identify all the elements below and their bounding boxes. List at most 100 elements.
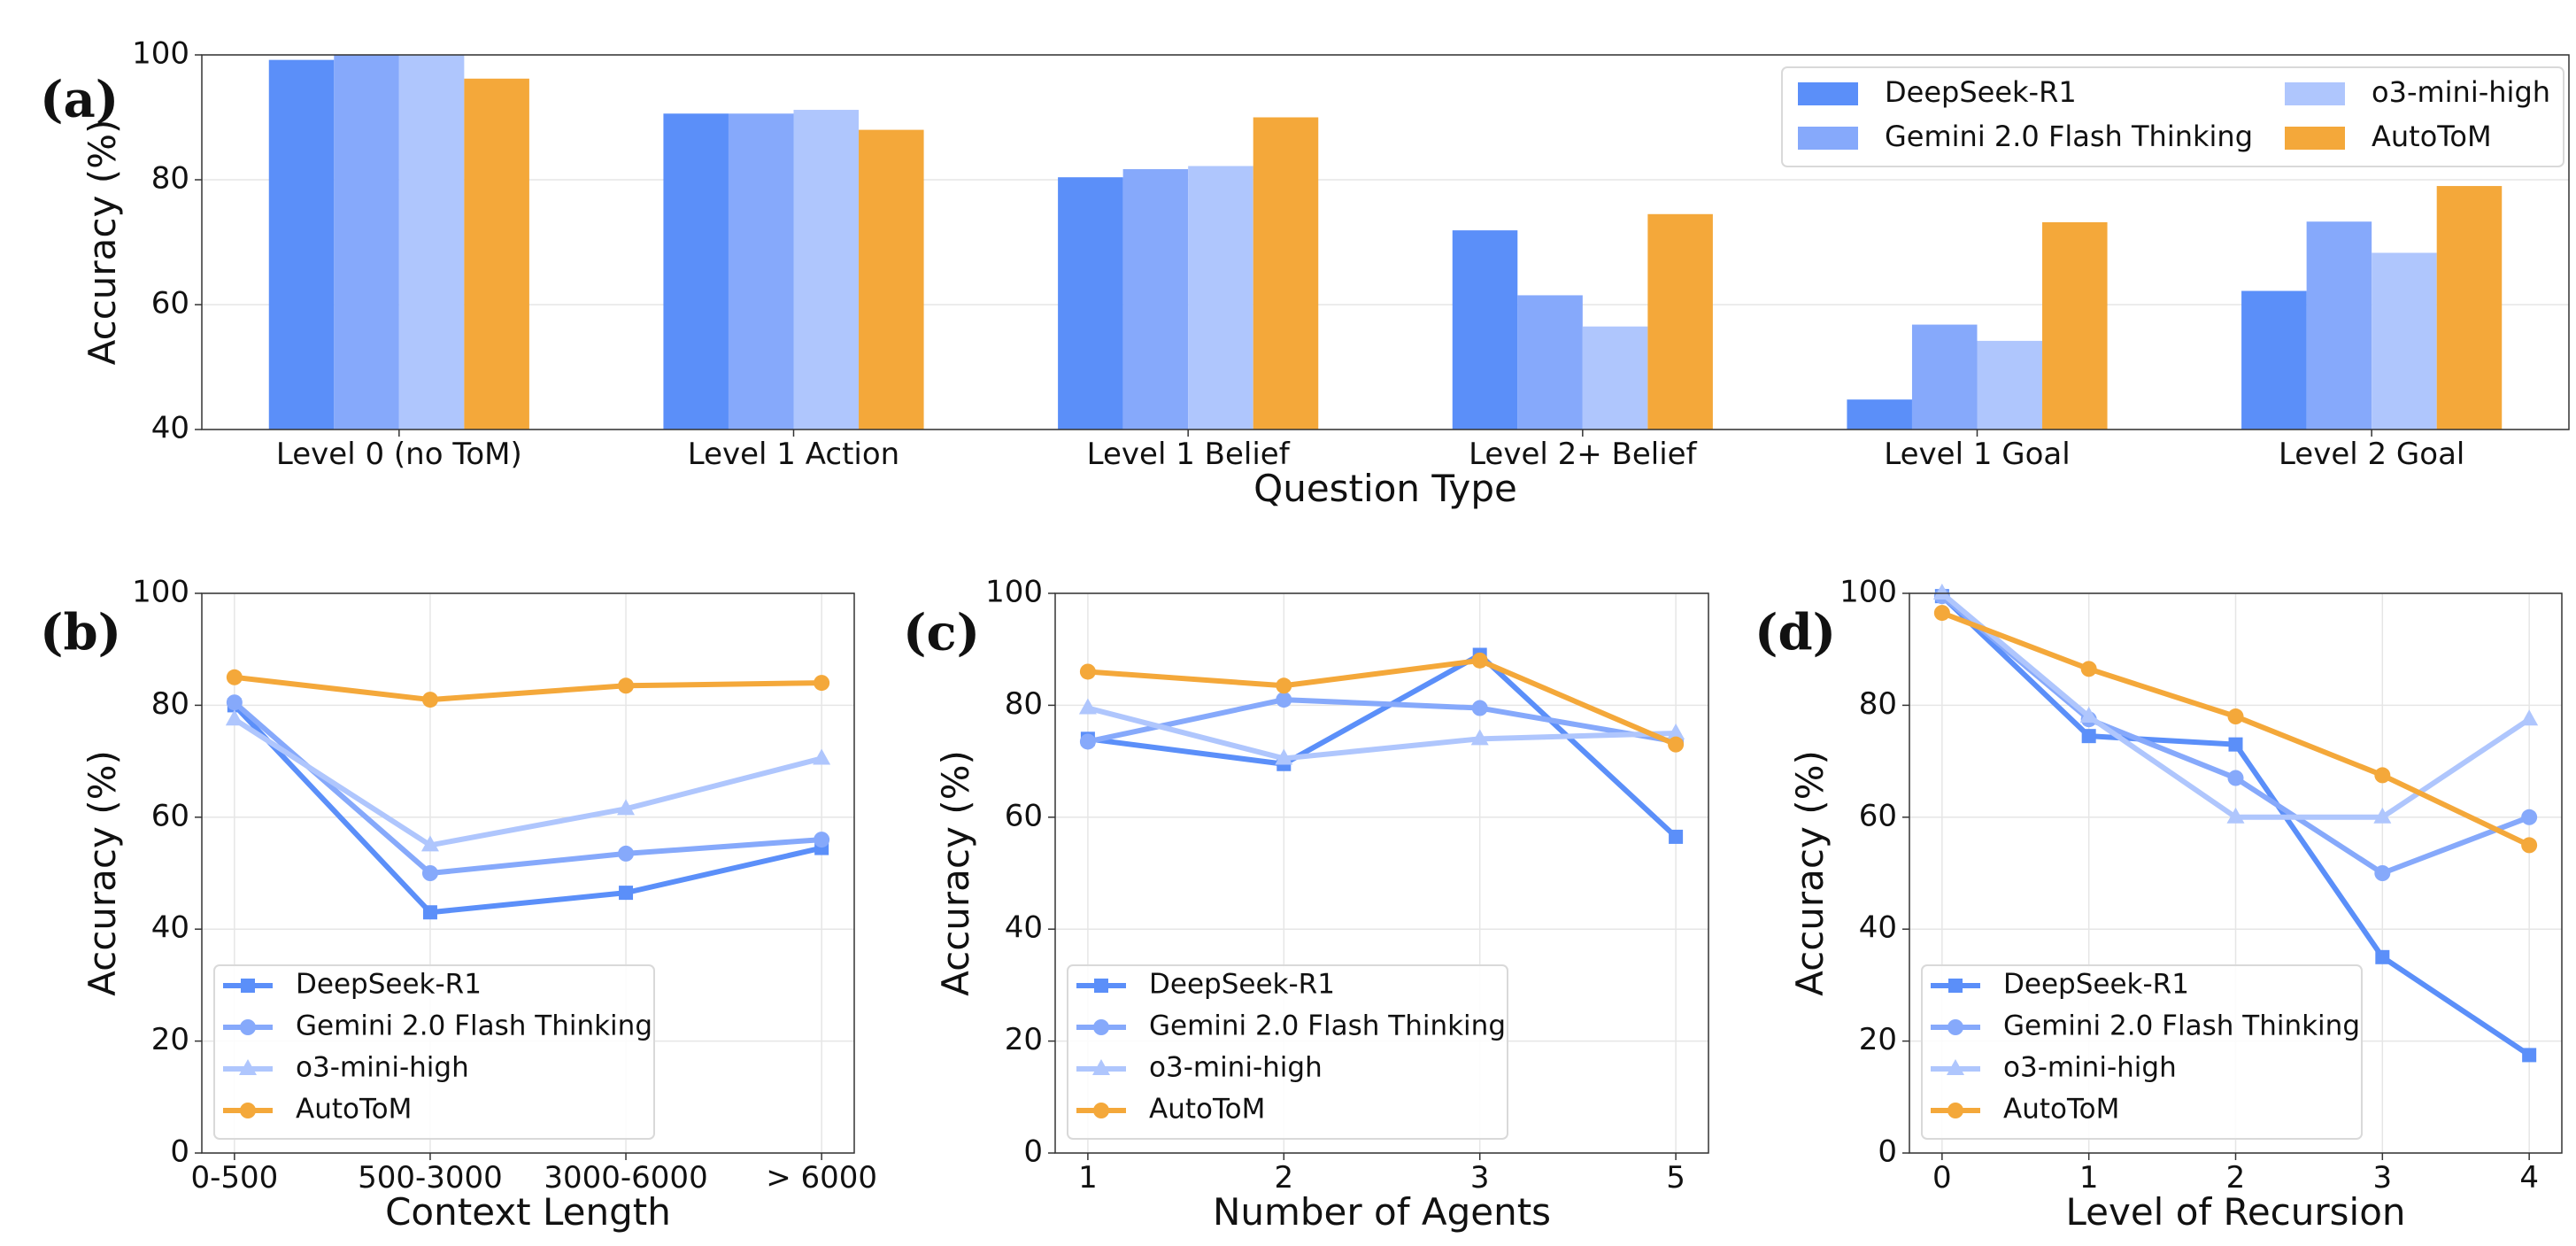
x-tick-label: Level 1 Action <box>688 437 899 472</box>
legend-label-o3-mini-high: o3-mini-high <box>296 1052 469 1084</box>
bar-o3-mini-high-level-1-goal <box>1977 340 2043 430</box>
point-autotom-5 <box>1668 736 1685 753</box>
x-tick-label: 2 <box>2226 1160 2246 1196</box>
y-tick-label: 20 <box>1005 1022 1043 1057</box>
legend-marker-autotom <box>1093 1103 1109 1118</box>
legend-label-deepseek-r1: DeepSeek-R1 <box>2003 969 2189 1001</box>
point-gemini-2-0-flash-thinking-1 <box>1079 733 1096 750</box>
data-marks <box>1932 584 2539 1063</box>
x-axis-title: Level of Recursion <box>2065 1190 2405 1234</box>
point-o3-mini-high-0-500 <box>225 709 243 726</box>
x-tick-label: 5 <box>1666 1160 1685 1196</box>
y-tick-label: 40 <box>151 411 189 446</box>
point-o3-mini-high-2 <box>2226 807 2245 824</box>
point-deepseek-r1-1 <box>2081 729 2096 744</box>
legend-swatch-gemini-2-0-flash-thinking <box>1798 127 1858 150</box>
point-autotom-3000-6000 <box>618 677 635 694</box>
chart-panel-d: (d) 0 20 40 60 80 100 0 1 2 3 4 Level of Recursion Ac… <box>1755 575 2563 1234</box>
point-deepseek-r1-4 <box>2522 1048 2537 1063</box>
bar-autotom-level-1-action <box>859 129 924 430</box>
x-tick-label: 3000-6000 <box>544 1160 707 1196</box>
y-tick-label: 0 <box>1878 1134 1897 1170</box>
legend-label-o3-mini-high: o3-mini-high <box>2003 1052 2177 1084</box>
y-tick-label: 0 <box>170 1134 189 1170</box>
point-autotom-500-3000 <box>421 692 438 708</box>
legend-marker-gemini-2-0-flash-thinking <box>1947 1019 1963 1035</box>
panel-label: (c) <box>903 604 980 662</box>
series-line-autotom <box>234 674 822 703</box>
x-tick-label: 0-500 <box>190 1160 278 1196</box>
panel-label: (b) <box>40 604 121 662</box>
plot-frame <box>201 54 2570 430</box>
x-tick-label: 0 <box>1932 1160 1952 1196</box>
legend-marker-deepseek-r1 <box>241 979 255 993</box>
x-tick-label: 1 <box>1078 1160 1098 1196</box>
point-o3-mini-high-1 <box>2079 707 2098 724</box>
legend: DeepSeek-R1 Gemini 2.0 Flash Thinking o3-m… <box>1921 964 2363 1140</box>
bar-deepseek-r1-level-1-goal <box>1847 399 1912 430</box>
point-gemini-2-0-flash-thinking-6000 <box>814 832 830 848</box>
legend-label-autotom: AutoToM <box>296 1094 412 1126</box>
point-autotom-0 <box>1933 605 1950 622</box>
legend-box <box>1781 66 2564 167</box>
point-o3-mini-high-0 <box>1932 584 1951 600</box>
legend-marker-autotom <box>1947 1103 1963 1118</box>
legend-swatch-o3-mini-high <box>2285 82 2345 105</box>
y-tick-label: 100 <box>132 575 189 610</box>
data-marks <box>268 55 2503 430</box>
x-tick-label: 3 <box>2373 1160 2393 1196</box>
y-tick-label: 100 <box>132 36 189 72</box>
point-autotom-4 <box>2521 837 2538 854</box>
x-tick-label: 1 <box>2079 1160 2099 1196</box>
y-tick-label: 80 <box>1005 686 1043 722</box>
point-o3-mini-high-6000 <box>813 748 831 765</box>
legend-swatch-deepseek-r1 <box>1798 82 1858 105</box>
x-tick-label: 2 <box>1274 1160 1293 1196</box>
chart-panel-b: (b) 0 20 40 60 80 100 0-500 500-3000 3000-6000 > 6… <box>40 575 877 1234</box>
series-line-o3-mini-high <box>1087 705 1677 762</box>
bar-autotom-level-1-belief <box>1253 117 1319 430</box>
chart-panel-a: (a) 40 60 80 100 Level 0 (no ToM) Level 1 Acti… <box>40 36 2570 510</box>
x-tick-label: Level 1 Goal <box>1884 437 2070 472</box>
legend-box <box>1067 964 1508 1140</box>
bar-gemini-2-0-flash-thinking-level-2-goal <box>2306 221 2372 430</box>
point-autotom-0-500 <box>226 669 243 685</box>
legend: DeepSeek-R1 Gemini 2.0 Flash Thinking o3-m… <box>1781 66 2564 167</box>
legend-label-deepseek-r1: DeepSeek-R1 <box>1149 969 1335 1001</box>
x-tick-label: 500-3000 <box>358 1160 503 1196</box>
bar-deepseek-r1-level-2-goal <box>2241 290 2307 430</box>
legend-label-autotom: AutoToM <box>1149 1094 1265 1126</box>
legend-marker-gemini-2-0-flash-thinking <box>1093 1019 1109 1035</box>
bar-gemini-2-0-flash-thinking-level-1-belief <box>1122 169 1189 430</box>
y-tick-label: 80 <box>151 161 189 197</box>
legend-box <box>1921 964 2363 1140</box>
bar-autotom-level-2-belief <box>1647 213 1713 430</box>
y-tick-label: 100 <box>985 575 1043 610</box>
point-gemini-2-0-flash-thinking-3000-6000 <box>618 845 635 862</box>
bar-deepseek-r1-level-1-action <box>663 113 729 430</box>
x-axis-title: Question Type <box>1253 467 1517 510</box>
bar-o3-mini-high-level-1-belief <box>1188 166 1253 430</box>
point-deepseek-r1-3 <box>2375 949 2390 964</box>
legend-label-autotom: AutoToM <box>2372 120 2492 153</box>
series-line-gemini-2-0-flash-thinking <box>1087 697 1677 745</box>
bar-o3-mini-high-level-1-action <box>793 110 860 430</box>
y-tick-label: 60 <box>151 286 189 321</box>
point-deepseek-r1-5 <box>1669 829 1684 844</box>
point-autotom-2 <box>2227 708 2244 725</box>
legend-marker-o3-mini-high <box>239 1059 257 1075</box>
point-o3-mini-high-4 <box>2520 709 2539 726</box>
series-line-autotom <box>1087 657 1677 747</box>
legend-label-gemini-2-0-flash-thinking: Gemini 2.0 Flash Thinking <box>1885 120 2253 153</box>
x-tick-label: 3 <box>1470 1160 1490 1196</box>
point-autotom-1 <box>2080 661 2097 677</box>
bar-o3-mini-high-level-0-no-tom <box>398 55 465 430</box>
legend-label-gemini-2-0-flash-thinking: Gemini 2.0 Flash Thinking <box>1149 1010 1506 1042</box>
x-tick-label: > 6000 <box>766 1160 877 1196</box>
bar-gemini-2-0-flash-thinking-level-2-belief <box>1517 295 1583 430</box>
series-line-deepseek-r1 <box>232 703 822 916</box>
series-line-gemini-2-0-flash-thinking <box>232 700 822 876</box>
legend-marker-deepseek-r1 <box>1948 979 1963 993</box>
data-marks <box>1078 647 1685 844</box>
point-autotom-6000 <box>814 675 830 692</box>
